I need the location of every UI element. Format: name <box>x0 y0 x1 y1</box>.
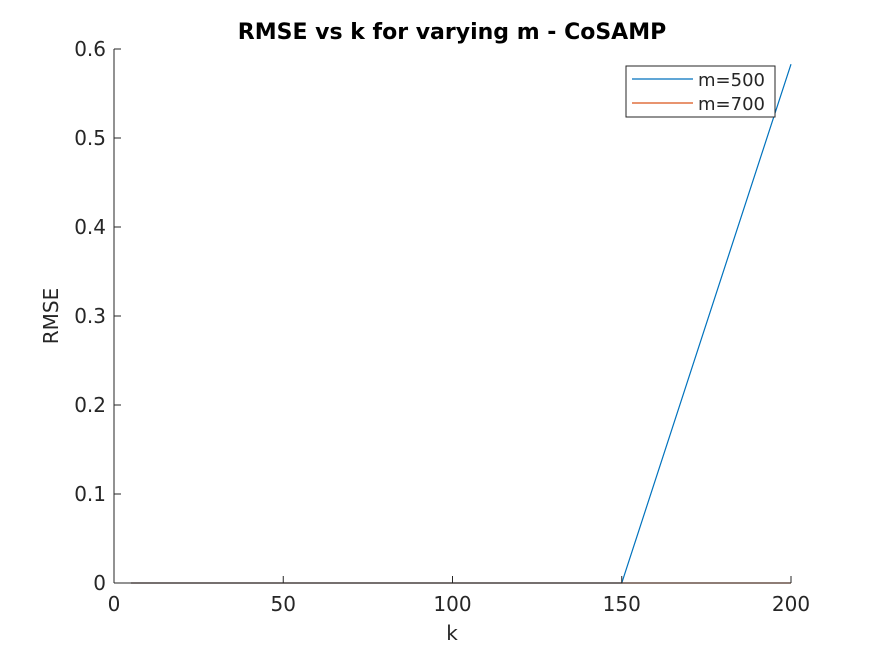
y-tick-label: 0.2 <box>74 393 106 417</box>
y-axis-label: RMSE <box>39 288 63 344</box>
x-tick-label: 100 <box>433 592 471 616</box>
legend: m=500 m=700 <box>625 65 776 118</box>
plot-area <box>114 49 791 583</box>
chart-title: RMSE vs k for varying m - CoSAMP <box>238 20 666 45</box>
axes-layer: 0 50 100 150 200 0 0.1 0.2 0.3 0.4 0.5 0.6 <box>74 37 810 616</box>
legend-box <box>625 65 776 118</box>
x-axis-label: k <box>446 621 458 645</box>
y-tick-label: 0.3 <box>74 304 106 328</box>
y-tick-label: 0.6 <box>74 37 106 61</box>
legend-label-0: m=500 <box>698 70 765 91</box>
y-tick-label: 0.5 <box>74 126 106 150</box>
y-tick-label: 0.1 <box>74 482 106 506</box>
y-tick-label: 0 <box>93 571 106 595</box>
legend-label-1: m=700 <box>698 94 765 115</box>
x-tick-label: 0 <box>108 592 121 616</box>
x-tick-label: 50 <box>271 592 296 616</box>
x-tick-label: 200 <box>772 592 810 616</box>
y-tick-label: 0.4 <box>74 215 106 239</box>
x-tick-label: 150 <box>603 592 641 616</box>
